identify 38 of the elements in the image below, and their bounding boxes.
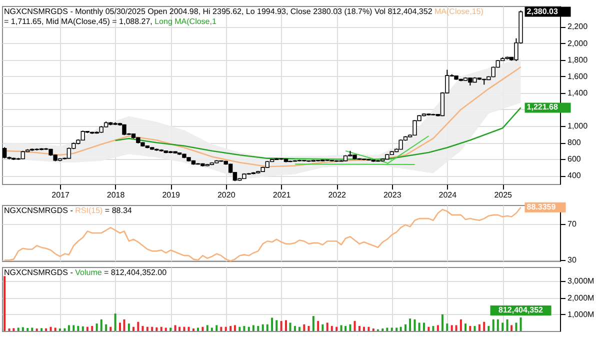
y-tick-label: 800: [568, 138, 582, 148]
y-tick-label: 1,800: [568, 55, 588, 64]
x-tick-label: 2025: [494, 190, 513, 200]
text: Long MA(Close,1: [154, 17, 218, 27]
data-label: 812,404,352: [498, 305, 544, 314]
y-tick-label: 70: [568, 219, 577, 228]
data-label: 88.3359: [526, 202, 556, 212]
data-label: 1,221.68: [526, 102, 558, 112]
chart-title: NGXCNSMRGDS - Monthly 05/30/2025 Open 2004.98, Hi 2395.62, Lo 1994.93, Close 2380.03 (18.7%) Vol 812,404,352: [4, 7, 434, 17]
annotation: = 1,711.65,: [4, 17, 45, 27]
y-tick-label: 3,000M: [568, 276, 595, 286]
y-tick-label: 400: [568, 171, 582, 180]
y-tick-label: 30: [568, 256, 577, 265]
annotation: = 812,404,352.00: [104, 268, 168, 278]
x-tick-label: 2019: [162, 190, 181, 200]
y-tick-label: 600: [568, 154, 582, 164]
chart-title: NGXCNSMRGDS -: [4, 206, 74, 216]
x-tick-label: 2020: [217, 190, 236, 200]
chart-title: NGXCNSMRGDS -: [4, 268, 74, 278]
x-tick-label: 2024: [438, 190, 458, 200]
y-tick-label: 1,000: [568, 122, 588, 131]
y-tick-label: 1,400: [568, 88, 588, 98]
y-tick-label: 1,600: [568, 72, 588, 81]
y-tick-label: 2,200: [568, 22, 588, 32]
x-tick-label: 2018: [106, 190, 126, 200]
text: MA(Close,15): [434, 7, 484, 17]
x-tick-label: 2022: [328, 190, 347, 200]
annotation: 2,380.03: [526, 6, 558, 16]
annotation: Mid MA(Close,45) = 1,088.27,: [46, 17, 154, 27]
y-tick-label: 2,000: [568, 38, 588, 48]
y-tick-label: 2,000M: [568, 293, 595, 302]
text: Volume: [75, 268, 103, 278]
series-label: RSI(15): [75, 206, 104, 216]
x-tick-label: 2023: [383, 190, 402, 200]
x-tick-label: 2017: [52, 190, 70, 200]
x-tick-label: 2021: [272, 190, 292, 200]
y-tick-label: 1,000M: [568, 310, 595, 319]
annotation: = 88.34: [104, 206, 133, 216]
